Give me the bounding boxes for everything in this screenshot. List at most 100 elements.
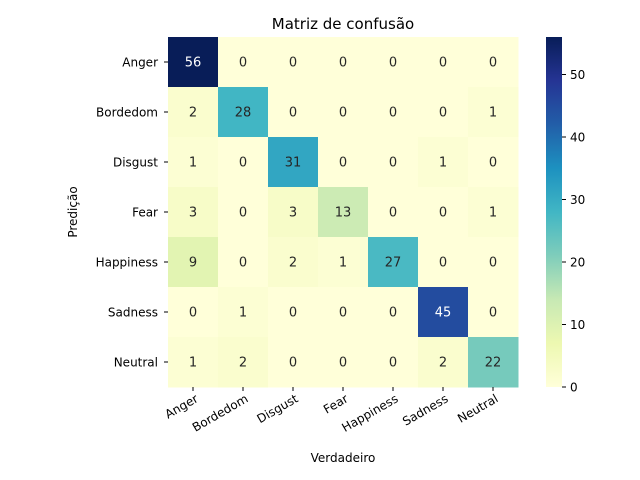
- cell-value-label: 31: [285, 156, 302, 171]
- cell-value-label: 1: [489, 206, 497, 221]
- heatmap-cell: [368, 87, 419, 138]
- heatmap-cell: [268, 187, 319, 238]
- cell-value-label: 45: [435, 306, 452, 321]
- heatmap-cell: [418, 137, 469, 188]
- heatmap-cell: [368, 137, 419, 188]
- cell-value-label: 0: [439, 206, 447, 221]
- cell-value-label: 0: [339, 306, 347, 321]
- heatmap-cell: [168, 187, 219, 238]
- cell-value-label: 0: [439, 256, 447, 271]
- x-axis-label: Verdadeiro: [311, 451, 376, 465]
- heatmap-cell: [418, 237, 469, 288]
- cell-value-label: 0: [489, 56, 497, 71]
- heatmap-cell: [218, 187, 269, 238]
- cell-value-label: 0: [239, 256, 247, 271]
- heatmap-cell: [318, 37, 369, 88]
- cell-value-label: 0: [439, 106, 447, 121]
- cell-value-label: 1: [189, 156, 197, 171]
- cell-value-label: 0: [389, 356, 397, 371]
- heatmap-cell: [218, 137, 269, 188]
- cell-value-label: 2: [239, 356, 247, 371]
- cell-value-label: 0: [189, 306, 197, 321]
- heatmap-cell: [468, 237, 519, 288]
- cell-value-label: 0: [239, 156, 247, 171]
- colorbar-gradient: [546, 37, 562, 387]
- cell-value-label: 2: [189, 106, 197, 121]
- cell-value-label: 3: [289, 206, 297, 221]
- heatmap-cell: [168, 137, 219, 188]
- heatmap-cell: [218, 87, 269, 138]
- cell-value-label: 0: [289, 106, 297, 121]
- cell-value-label: 0: [489, 156, 497, 171]
- y-tick-label: Happiness: [96, 256, 158, 270]
- heatmap-cell: [318, 187, 369, 238]
- heatmap-cell: [368, 187, 419, 238]
- y-tick-label: Anger: [122, 56, 158, 70]
- y-tick-label: Neutral: [114, 356, 158, 370]
- heatmap-cell: [268, 237, 319, 288]
- heatmap-cell: [168, 287, 219, 338]
- cell-value-label: 0: [389, 106, 397, 121]
- heatmap-cells: 56 0 0 0 0 0 0 2 28 0 0 0 0 1 1 0 31 0 0 1 0 3 0 3 13 0 0 1 9 0 2 1 27 0 0…: [168, 37, 519, 388]
- cell-value-label: 0: [389, 306, 397, 321]
- cell-value-label: 0: [489, 256, 497, 271]
- colorbar-tick-label: 0: [570, 381, 578, 395]
- heatmap-cell: [418, 187, 469, 238]
- cell-value-label: 0: [339, 156, 347, 171]
- heatmap-cell: [218, 37, 269, 88]
- cell-value-label: 0: [339, 56, 347, 71]
- cell-value-label: 1: [189, 356, 197, 371]
- heatmap-cell: [418, 287, 469, 338]
- y-tick-label: Disgust: [113, 156, 158, 170]
- cell-value-label: 0: [389, 206, 397, 221]
- cell-value-label: 2: [289, 256, 297, 271]
- heatmap-cell: [318, 337, 369, 388]
- heatmap-cell: [168, 237, 219, 288]
- cell-value-label: 22: [485, 356, 502, 371]
- x-tick-label: Disgust: [255, 391, 301, 426]
- heatmap-cell: [318, 287, 369, 338]
- heatmap-cell: [168, 337, 219, 388]
- heatmap-cell: [318, 137, 369, 188]
- cell-value-label: 0: [439, 56, 447, 71]
- x-tick-label: Sadness: [400, 391, 450, 428]
- heatmap-cell: [268, 37, 319, 88]
- x-tick-label: Bordedom: [190, 391, 251, 434]
- colorbar-tick-label: 10: [570, 318, 585, 332]
- heatmap-cell: [418, 87, 469, 138]
- heatmap-cell: [468, 137, 519, 188]
- cell-value-label: 1: [439, 156, 447, 171]
- x-tick-label: Happiness: [339, 391, 400, 434]
- colorbar: 0 10 20 30 40 50: [546, 37, 585, 395]
- x-tick-label: Anger: [163, 391, 201, 421]
- heatmap-cell: [268, 137, 319, 188]
- cell-value-label: 0: [239, 206, 247, 221]
- heatmap-cell: [268, 87, 319, 138]
- heatmap-cell: [418, 337, 469, 388]
- heatmap-cell: [468, 37, 519, 88]
- cell-value-label: 2: [439, 356, 447, 371]
- cell-value-label: 13: [335, 206, 352, 221]
- heatmap-cell: [318, 87, 369, 138]
- y-tick-label: Bordedom: [96, 106, 158, 120]
- heatmap-cell: [268, 287, 319, 338]
- cell-value-label: 0: [289, 306, 297, 321]
- heatmap-cell: [468, 287, 519, 338]
- cell-value-label: 0: [339, 106, 347, 121]
- cell-value-label: 0: [339, 356, 347, 371]
- cell-value-label: 0: [389, 156, 397, 171]
- chart-title: Matriz de confusão: [272, 15, 414, 33]
- heatmap-cell: [168, 87, 219, 138]
- colorbar-tick-label: 50: [570, 68, 585, 82]
- y-axis-label: Predição: [66, 186, 80, 237]
- heatmap-cell: [318, 237, 369, 288]
- cell-value-label: 0: [239, 56, 247, 71]
- cell-value-label: 0: [389, 56, 397, 71]
- cell-value-label: 0: [289, 56, 297, 71]
- heatmap-cell: [218, 237, 269, 288]
- cell-value-label: 28: [235, 106, 252, 121]
- cell-value-label: 1: [239, 306, 247, 321]
- heatmap-cell: [418, 37, 469, 88]
- cell-value-label: 0: [289, 356, 297, 371]
